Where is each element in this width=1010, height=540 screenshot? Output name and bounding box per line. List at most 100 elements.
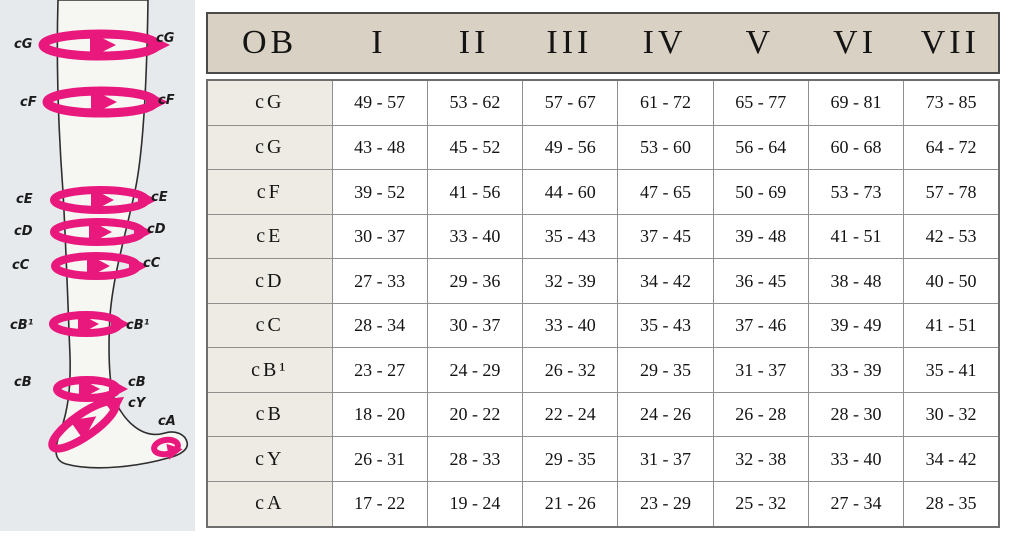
size-range-cell: 41 - 51: [807, 213, 905, 260]
size-range-cell: 36 - 45: [712, 258, 809, 304]
size-range-cell: 20 - 22: [426, 391, 524, 438]
size-range-cell: 38 - 48: [807, 258, 905, 304]
band-label-cf-right: cF: [158, 93, 175, 108]
column-header-size-6: VI: [833, 24, 878, 61]
measurement-label-cell: cG: [206, 79, 333, 126]
band-label-cc-left: cC: [12, 258, 30, 273]
size-range-cell: 41 - 56: [426, 169, 524, 215]
circumference-arrow-cy: [48, 396, 125, 453]
size-range-cell: 35 - 43: [617, 302, 714, 349]
size-range-cell: 49 - 56: [522, 124, 619, 171]
size-range-cell: 61 - 72: [617, 79, 714, 126]
band-label-cg-right: cG: [156, 31, 175, 46]
size-range-cell: 26 - 32: [522, 347, 619, 393]
table-row: cE 30 - 37 33 - 40 35 - 43 37 - 45 39 - …: [206, 213, 1000, 260]
size-table-body: cG 49 - 57 53 - 62 57 - 67 61 - 72 65 - …: [206, 79, 1000, 528]
column-header-size-4: IV: [642, 24, 687, 61]
circumference-arrow-ca: [151, 436, 183, 460]
size-range-cell: 32 - 38: [712, 436, 809, 482]
size-range-cell: 39 - 52: [331, 169, 428, 215]
size-range-cell: 30 - 37: [331, 213, 428, 260]
size-range-cell: 41 - 51: [903, 302, 1000, 349]
size-range-cell: 27 - 33: [331, 258, 428, 304]
size-range-cell: 69 - 81: [807, 79, 905, 126]
size-range-cell: 34 - 42: [617, 258, 714, 304]
size-range-cell: 23 - 27: [331, 347, 428, 393]
table-row: cF 39 - 52 41 - 56 44 - 60 47 - 65 50 - …: [206, 169, 1000, 215]
table-row: cG 49 - 57 53 - 62 57 - 67 61 - 72 65 - …: [206, 79, 1000, 126]
size-range-cell: 35 - 43: [522, 213, 619, 260]
size-range-cell: 44 - 60: [522, 169, 619, 215]
table-header-row: OB I II III IV V VI VII: [206, 12, 1000, 74]
size-range-cell: 50 - 69: [712, 169, 809, 215]
size-range-cell: 32 - 39: [522, 258, 619, 304]
band-label-cb1-right: cB¹: [126, 318, 150, 333]
size-table: OB I II III IV V VI VII cG 49 - 57 53 - …: [206, 12, 1000, 528]
circumference-arrow-cg: [38, 29, 170, 61]
size-range-cell: 49 - 57: [331, 79, 428, 126]
column-header-size-1: I: [371, 24, 387, 61]
size-range-cell: 18 - 20: [331, 391, 428, 438]
size-range-cell: 37 - 45: [617, 213, 714, 260]
band-label-ce-right: cE: [151, 190, 168, 205]
size-range-cell: 28 - 35: [903, 480, 1000, 528]
band-label-cd-right: cD: [147, 222, 166, 237]
table-row: cB¹ 23 - 27 24 - 29 26 - 32 29 - 35 31 -…: [206, 347, 1000, 393]
measurement-label-cell: cB: [206, 391, 333, 438]
leg-diagram-svg: cG cG cF cF cE cE cD cD cC cC cB¹ cB¹ cB…: [10, 0, 189, 469]
band-label-cb-left: cB: [14, 375, 32, 390]
measurement-label-cell: cE: [206, 213, 333, 260]
band-label-cc-right: cC: [143, 256, 161, 271]
circumference-arrow-cb1: [49, 311, 130, 337]
size-range-cell: 47 - 65: [617, 169, 714, 215]
size-range-cell: 43 - 48: [331, 124, 428, 171]
size-range-cell: 33 - 40: [522, 302, 619, 349]
leg-measurement-diagram: cG cG cF cF cE cE cD cD cC cC cB¹ cB¹ cB…: [0, 0, 195, 531]
size-range-cell: 65 - 77: [712, 79, 809, 126]
band-label-cf-left: cF: [20, 95, 37, 110]
size-range-cell: 17 - 22: [331, 480, 428, 528]
size-range-cell: 22 - 24: [522, 391, 619, 438]
table-row: cD 27 - 33 29 - 36 32 - 39 34 - 42 36 - …: [206, 258, 1000, 304]
measurement-label-cell: cD: [206, 258, 333, 304]
measurement-label-cell: cG: [206, 124, 333, 171]
size-range-cell: 29 - 35: [522, 436, 619, 482]
size-range-cell: 25 - 32: [712, 480, 809, 528]
size-range-cell: 57 - 67: [522, 79, 619, 126]
size-range-cell: 31 - 37: [617, 436, 714, 482]
size-range-cell: 19 - 24: [426, 480, 524, 528]
band-label-ca: cA: [158, 414, 176, 429]
size-range-cell: 28 - 34: [331, 302, 428, 349]
band-label-cd-left: cD: [14, 224, 33, 239]
circumference-arrow-cf: [42, 86, 168, 118]
size-range-cell: 42 - 53: [903, 213, 1000, 260]
size-range-cell: 24 - 29: [426, 347, 524, 393]
size-range-cell: 37 - 46: [712, 302, 809, 349]
measurement-label-cell: cA: [206, 480, 333, 528]
circumference-arrow-cd: [50, 218, 153, 246]
size-range-cell: 29 - 36: [426, 258, 524, 304]
measurement-label-cell: cY: [206, 436, 333, 482]
size-range-cell: 56 - 64: [712, 124, 809, 171]
table-row: cB 18 - 20 20 - 22 22 - 24 24 - 26 26 - …: [206, 391, 1000, 438]
size-range-cell: 35 - 41: [903, 347, 1000, 393]
measurement-label-cell: cF: [206, 169, 333, 215]
size-range-cell: 33 - 40: [426, 213, 524, 260]
table-row: cY 26 - 31 28 - 33 29 - 35 31 - 37 32 - …: [206, 436, 1000, 482]
size-range-cell: 24 - 26: [617, 391, 714, 438]
size-range-cell: 53 - 60: [617, 124, 714, 171]
size-range-cell: 45 - 52: [426, 124, 524, 171]
size-range-cell: 33 - 39: [807, 347, 905, 393]
column-header-ob: OB: [242, 24, 298, 61]
band-label-cb1-left: cB¹: [10, 318, 34, 333]
size-range-cell: 64 - 72: [903, 124, 1000, 171]
measurement-label-cell: cB¹: [206, 347, 333, 393]
circumference-arrow-cc: [51, 252, 148, 280]
column-header-size-7: VII: [920, 24, 980, 61]
size-range-cell: 30 - 37: [426, 302, 524, 349]
size-range-cell: 39 - 49: [807, 302, 905, 349]
column-header-size-3: III: [546, 24, 593, 61]
circumference-arrow-cb: [53, 376, 128, 402]
size-range-cell: 34 - 42: [903, 436, 1000, 482]
table-row: cG 43 - 48 45 - 52 49 - 56 53 - 60 56 - …: [206, 124, 1000, 171]
